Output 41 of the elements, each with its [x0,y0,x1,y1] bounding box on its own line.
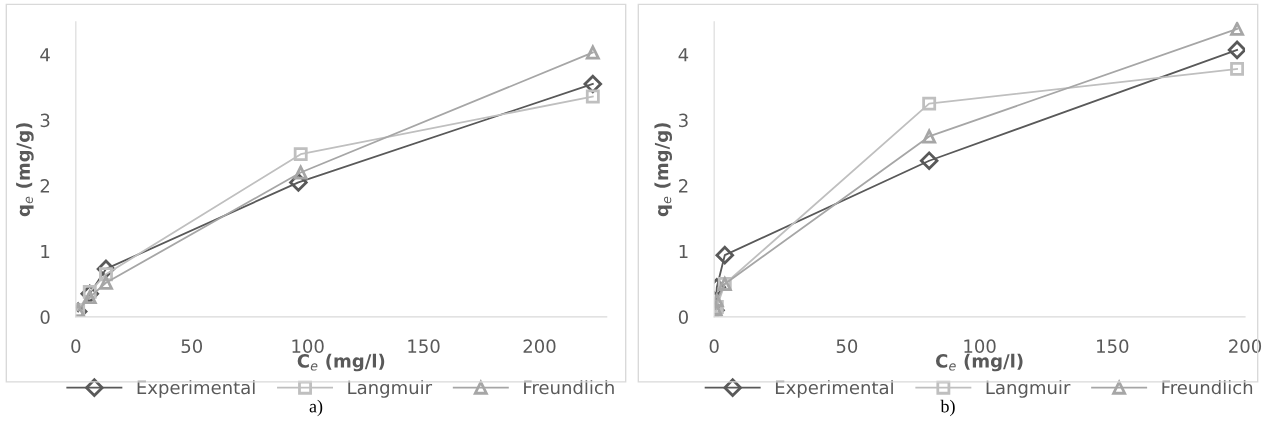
text: b) [940,399,955,417]
point [585,45,600,60]
point [919,151,939,170]
y-tick-label: 0 [678,310,688,324]
point [1227,40,1246,60]
x-axis-title: C$_{e}$ (mg/l) [935,353,1023,372]
y-axis-title: q$_{e}$ (mg/g) [654,123,673,217]
y-tick-label: 4 [678,48,689,62]
point [293,165,308,180]
point [585,89,600,104]
point [922,96,937,111]
legend-label: Experimental [775,380,893,398]
x-tick-label: 100 [964,339,996,354]
y-tick-label: 1 [41,244,50,259]
point [99,275,113,290]
x-tick-label: 0 [71,339,81,354]
x-axis-title: C$_{e}$ (mg/l) [297,353,385,372]
text: a) [309,399,323,417]
y-tick-label: 0 [40,310,50,324]
y-tick-label: 1 [679,244,688,259]
legend-label: Freundlich [524,380,614,395]
legend-label: Langmuir [348,380,433,398]
point [293,147,308,162]
x-tick-label: 100 [292,339,324,354]
y-tick-label: 3 [40,113,50,128]
x-tick-label: 200 [1229,339,1262,354]
x-tick-label: 200 [523,339,556,354]
legend-label: Experimental [137,380,255,398]
x-tick-label: 150 [1097,339,1129,354]
y-tick-label: 2 [40,179,50,193]
legend-label: Langmuir [986,380,1071,398]
y-tick-label: 2 [679,179,688,193]
x-tick-label: 150 [408,339,440,354]
y-axis-title: q$_{e}$ (mg/g) [16,123,34,217]
y-tick-label: 4 [40,48,50,62]
point [1230,61,1245,76]
y-tick-label: 3 [679,113,688,128]
legend-label: Freundlich [1162,380,1253,395]
x-tick-label: 50 [181,339,203,354]
x-tick-label: 0 [709,339,719,354]
x-tick-label: 50 [836,339,858,354]
